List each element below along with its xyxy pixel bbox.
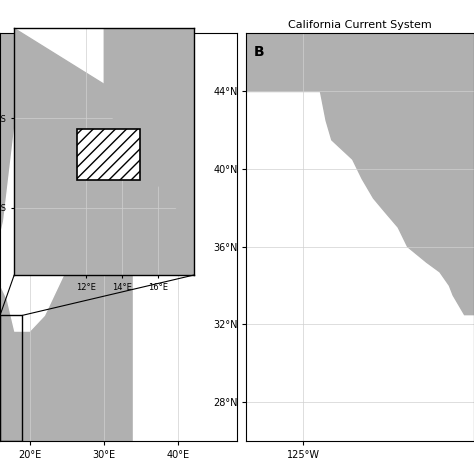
Polygon shape (313, 43, 474, 315)
Bar (0, 315, 22, 441)
Polygon shape (133, 33, 237, 441)
Bar (77, 129, 140, 180)
Polygon shape (0, 33, 133, 331)
Text: B: B (253, 46, 264, 59)
Polygon shape (122, 28, 194, 62)
Polygon shape (14, 28, 194, 275)
Polygon shape (104, 28, 194, 230)
Title: California Current System: California Current System (288, 19, 432, 29)
Polygon shape (246, 33, 474, 91)
